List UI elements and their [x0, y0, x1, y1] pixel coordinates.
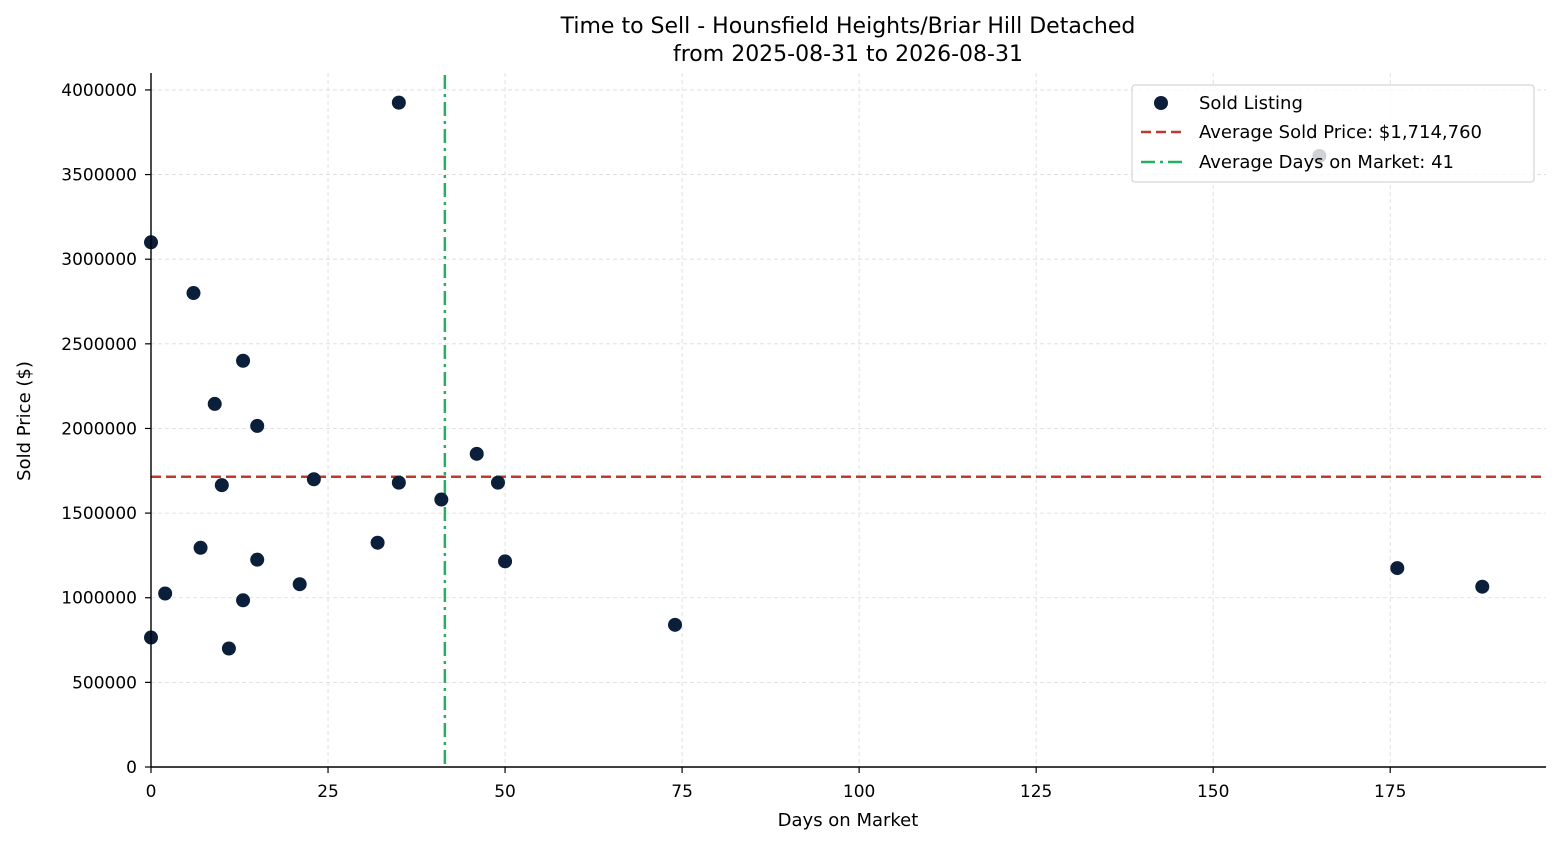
x-tick-label: 100	[843, 782, 875, 802]
data-point	[250, 418, 265, 433]
y-tick-label: 1500000	[61, 504, 137, 524]
data-point	[236, 593, 251, 608]
legend-label-sold-listing: Sold Listing	[1199, 93, 1303, 114]
data-point	[221, 641, 236, 656]
x-tick-label: 75	[671, 782, 693, 802]
y-tick-label: 0	[126, 758, 137, 778]
data-point	[668, 617, 683, 632]
y-tick-label: 2000000	[61, 419, 137, 439]
data-point	[250, 552, 265, 567]
data-point	[186, 286, 201, 301]
y-tick-label: 3500000	[61, 166, 137, 186]
data-point	[1390, 561, 1405, 576]
data-point	[214, 478, 229, 493]
y-tick-label: 2500000	[61, 335, 137, 355]
data-point	[292, 577, 307, 592]
y-axis-label: Sold Price ($)	[14, 361, 35, 481]
data-point	[391, 475, 406, 490]
data-point	[193, 540, 208, 555]
legend-label-average-days: Average Days on Market: 41	[1199, 152, 1454, 173]
x-tick-label: 0	[146, 782, 157, 802]
x-tick-label: 25	[317, 782, 339, 802]
data-point	[498, 554, 513, 569]
ticks: 0 25 50 75 100 125 150 175 0 500000 1000000 1500000…	[61, 81, 1406, 802]
x-tick-label: 175	[1374, 782, 1406, 802]
data-point	[391, 95, 406, 110]
y-tick-label: 1000000	[61, 589, 137, 609]
x-tick-label: 125	[1020, 782, 1052, 802]
legend-label-average-price: Average Sold Price: $1,714,760	[1199, 122, 1482, 143]
legend-box	[1131, 84, 1535, 183]
legend: Sold Listing Average Sold Price: $1,714,…	[1131, 84, 1535, 183]
data-point	[236, 353, 251, 368]
x-tick-label: 150	[1197, 782, 1229, 802]
y-tick-label: 3000000	[61, 250, 137, 270]
x-axis-label: Days on Market	[778, 810, 919, 831]
y-tick-label: 500000	[72, 673, 137, 693]
reference-lines	[151, 75, 1546, 767]
legend-marker-sold-listing	[1154, 96, 1168, 110]
data-point	[434, 492, 449, 507]
data-point	[207, 396, 222, 411]
data-point	[469, 446, 484, 461]
x-tick-label: 50	[494, 782, 516, 802]
chart-title: Time to Sell - Hounsfield Heights/Briar …	[560, 14, 1136, 39]
data-point	[1475, 579, 1490, 594]
data-point	[158, 586, 173, 601]
data-point	[370, 535, 385, 550]
data-point	[306, 472, 321, 487]
axes	[150, 73, 1546, 768]
chart-subtitle: from 2025-08-31 to 2026-08-31	[673, 42, 1023, 67]
y-tick-label: 4000000	[61, 81, 137, 101]
data-point	[490, 475, 505, 490]
